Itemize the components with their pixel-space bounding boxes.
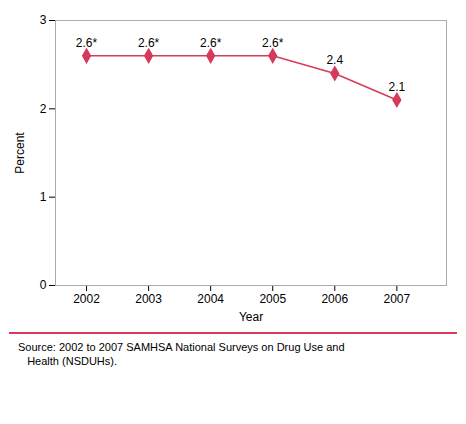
svg-text:2005: 2005 [259, 292, 286, 306]
svg-text:2003: 2003 [135, 292, 162, 306]
svg-text:0: 0 [40, 278, 47, 292]
svg-text:Percent: Percent [13, 132, 27, 174]
svg-text:2004: 2004 [197, 292, 224, 306]
svg-text:2002: 2002 [73, 292, 100, 306]
svg-text:1: 1 [40, 190, 47, 204]
svg-text:2: 2 [40, 102, 47, 116]
svg-text:Year: Year [239, 310, 263, 324]
svg-text:2006: 2006 [321, 292, 348, 306]
svg-text:2.4: 2.4 [326, 53, 343, 67]
svg-text:2.6*: 2.6* [76, 36, 98, 50]
html-text:Source: 2002 to 2007 SAMHSA Na: Source: 2002 to 2007 SAMHSA National Sur… [18, 341, 345, 368]
svg-text:2.1: 2.1 [389, 80, 406, 94]
svg-text:2.6*: 2.6* [262, 36, 284, 50]
svg-text:2.6*: 2.6* [200, 36, 222, 50]
svg-text:3: 3 [40, 13, 47, 27]
svg-text:2.6*: 2.6* [138, 36, 160, 50]
svg-text:2007: 2007 [383, 292, 410, 306]
